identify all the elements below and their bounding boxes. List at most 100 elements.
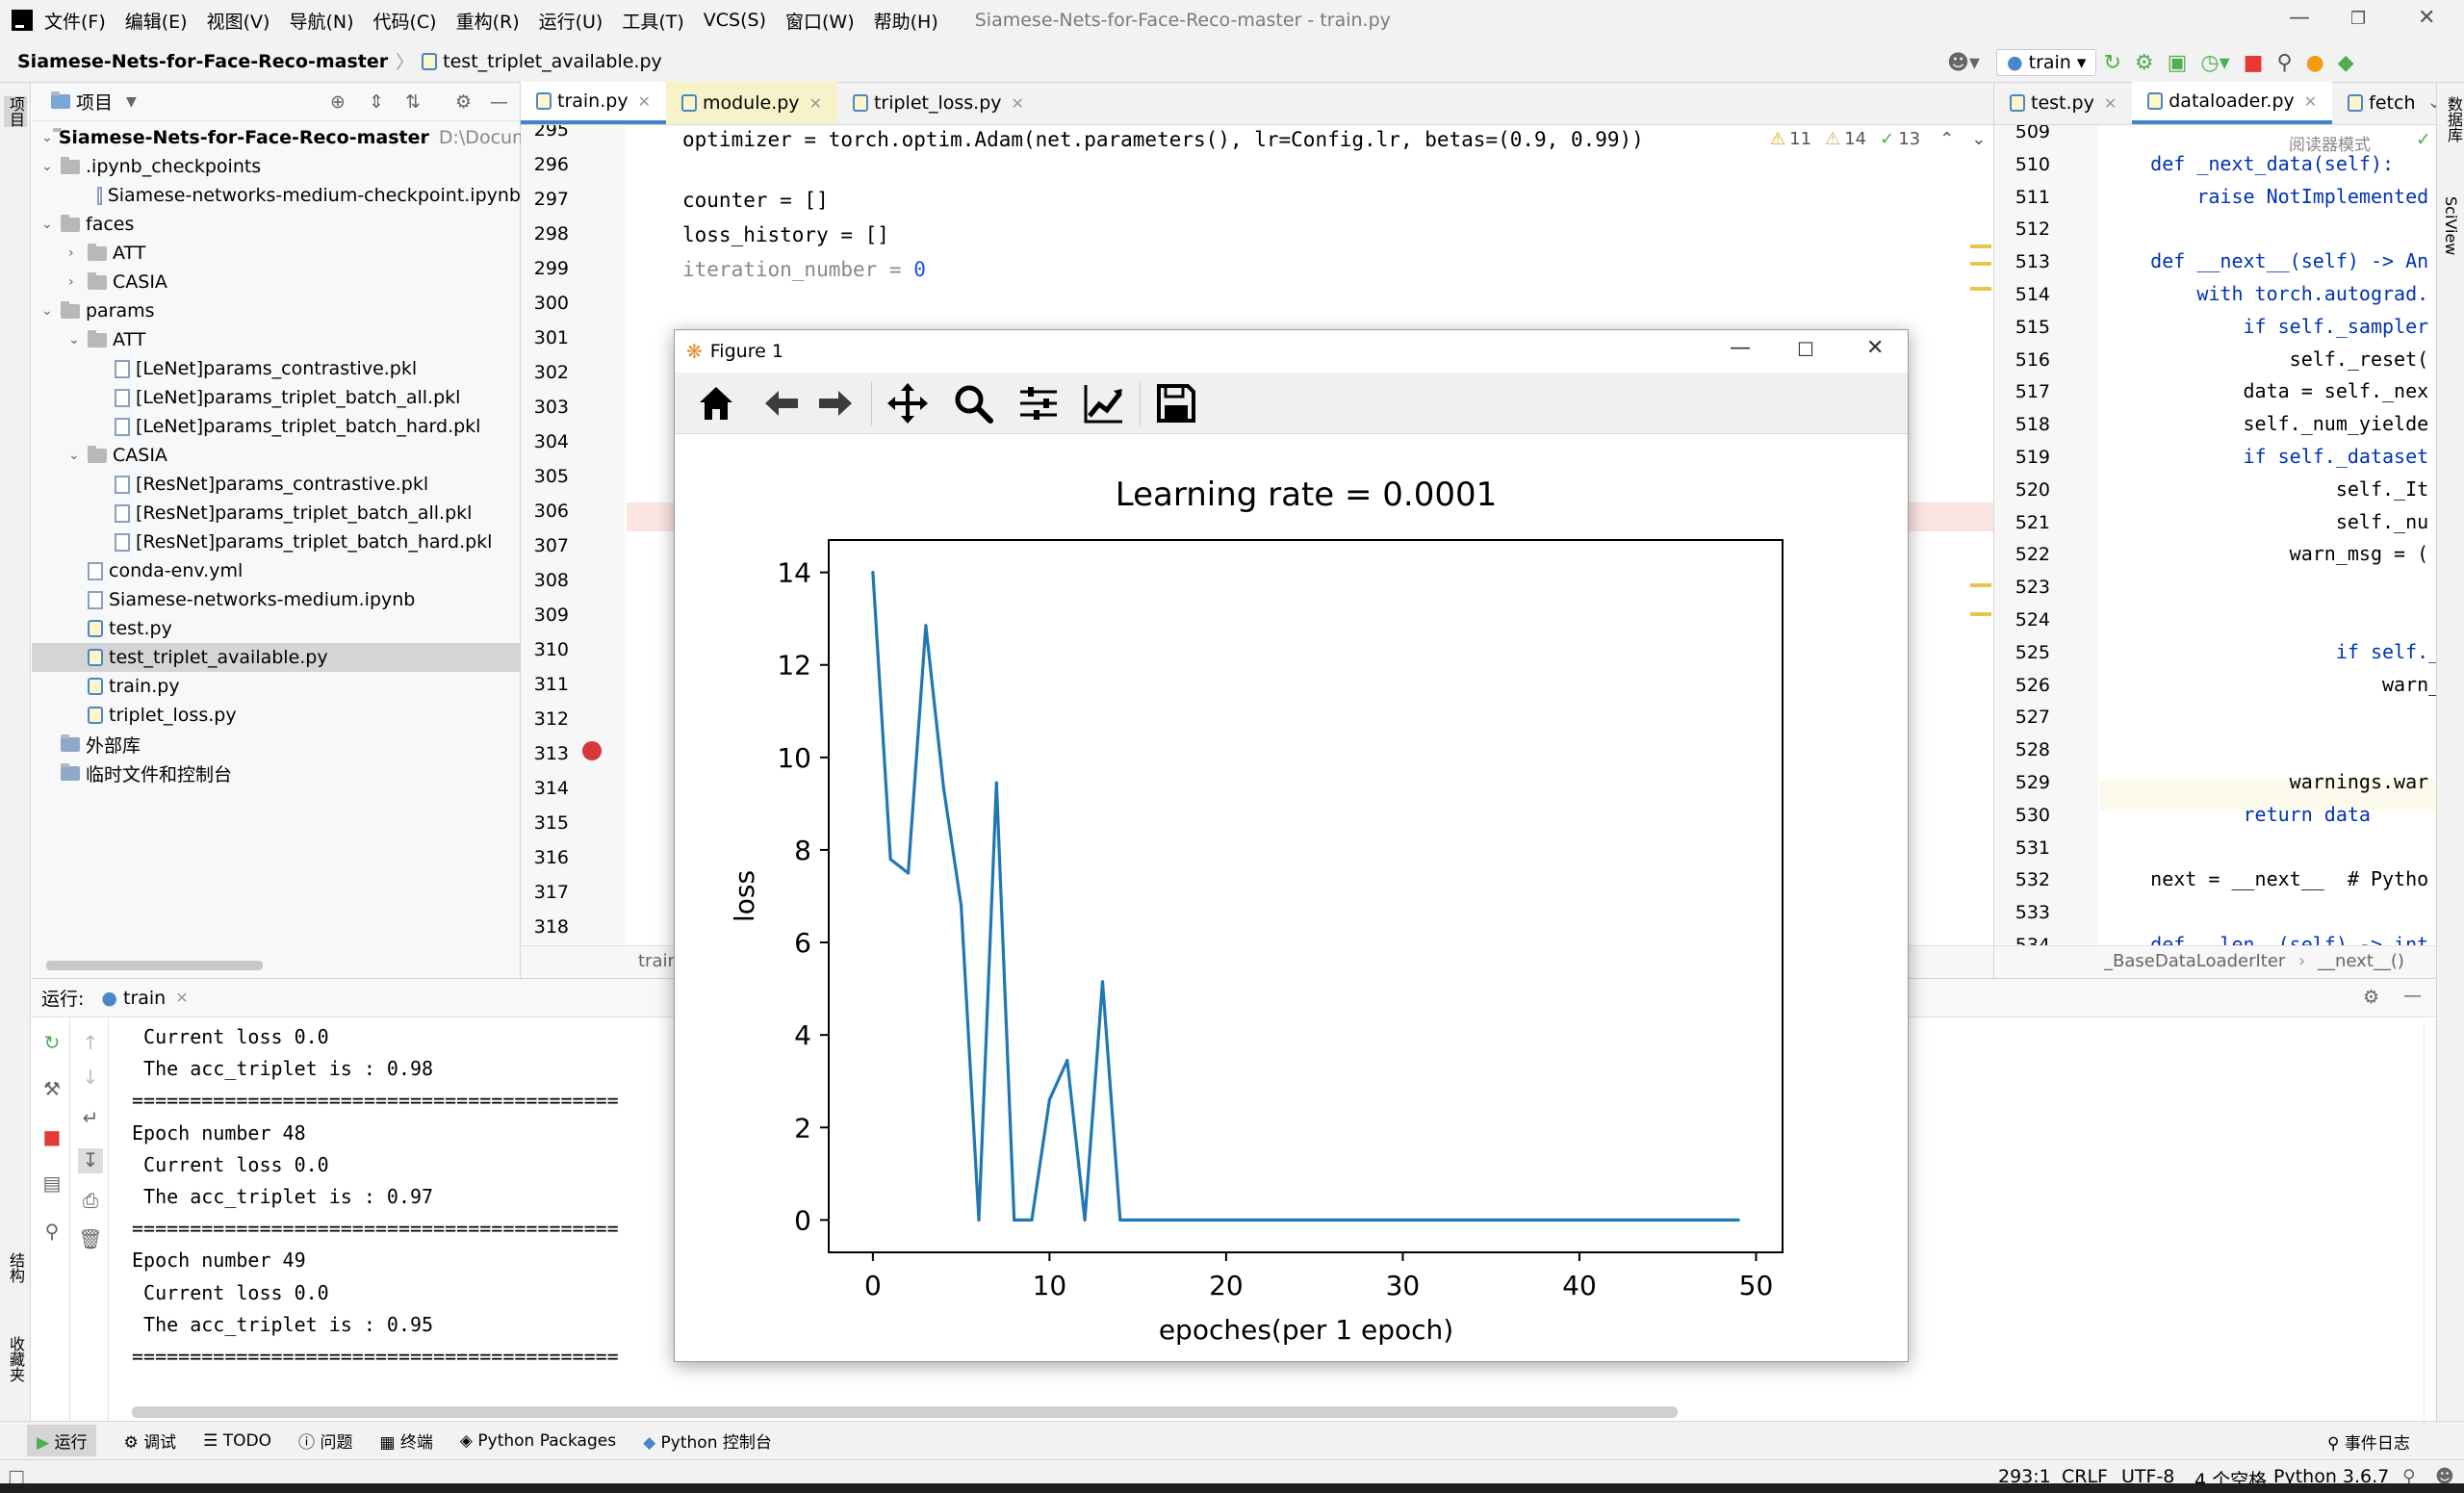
code-line[interactable]: return data	[2104, 802, 2371, 826]
tree-row[interactable]: conda-env.yml	[32, 556, 521, 585]
print-icon[interactable]: ⎙	[83, 1189, 98, 1212]
save-icon[interactable]	[1154, 381, 1198, 425]
minimize-icon[interactable]: —	[2289, 6, 2310, 30]
stop-icon[interactable]: ■	[2243, 50, 2264, 75]
rerun-icon[interactable]: ↻	[2103, 50, 2121, 75]
configure-icon[interactable]	[1016, 381, 1061, 425]
editor-breadcrumb[interactable]: train	[638, 951, 679, 971]
tab-dataloader-py[interactable]: dataloader.py ✕	[2132, 82, 2333, 124]
tree-row[interactable]: train.py	[32, 672, 521, 701]
database-tool-tab[interactable]: 数据库	[2445, 96, 2463, 142]
close-icon[interactable]: ✕	[1866, 336, 1885, 360]
tree-row[interactable]: [LeNet]params_triplet_batch_hard.pkl	[32, 412, 521, 441]
tree-row[interactable]: ⌄ Siamese-Nets-for-Face-Reco-master D:\Doc…	[32, 123, 582, 152]
lock-icon[interactable]: ⚲	[2402, 1466, 2416, 1487]
expand-all-icon[interactable]: ⇕	[369, 90, 384, 113]
gear-icon[interactable]: ⚙	[2363, 987, 2380, 1008]
tool-problems[interactable]: ⓘ 问题	[298, 1429, 352, 1453]
back-icon[interactable]	[759, 381, 804, 425]
tab-module-py[interactable]: module.py ✕	[665, 82, 837, 124]
tree-row[interactable]: test.py	[32, 614, 521, 643]
menu-tools[interactable]: 工具(T)	[622, 11, 684, 33]
stop-icon[interactable]: ■	[42, 1125, 62, 1148]
breakpoint-icon[interactable]	[582, 741, 602, 760]
error-stripe-mark[interactable]	[1970, 262, 1991, 266]
close-tab-icon[interactable]: ✕	[637, 91, 651, 111]
inspection-widget[interactable]: ⚠ 11 ⚠ 14 ✓ 13 ⌃ ⌄	[1770, 129, 1986, 149]
tab-triplet-loss-py[interactable]: triplet_loss.py ✕	[837, 82, 1040, 124]
code-line[interactable]: data = self._nex	[2104, 379, 2429, 403]
code-line[interactable]: warn_msg = (	[2104, 542, 2429, 566]
tool-python-console[interactable]: ◆ Python 控制台	[643, 1429, 772, 1453]
code-line-298[interactable]: loss_history = []	[682, 223, 889, 246]
code-line[interactable]: self._num_yielde	[2104, 412, 2429, 436]
wrench-icon[interactable]: ⚒	[43, 1077, 61, 1100]
breadcrumb-class[interactable]: _BaseDataLoaderIter	[2104, 951, 2286, 971]
sciview-tool-tab[interactable]: SciView	[2442, 196, 2460, 256]
tree-row[interactable]: ⌄ faces	[32, 210, 521, 239]
tree-row[interactable]: test_triplet_available.py	[32, 643, 521, 672]
tree-row[interactable]: › ATT	[32, 239, 521, 268]
tree-row[interactable]: ⌄ ATT	[32, 325, 521, 354]
run-tab-train[interactable]: train	[123, 987, 167, 1009]
debug-icon[interactable]: ⚙	[2134, 50, 2154, 75]
maximize-icon[interactable]: ☐	[1797, 338, 1814, 361]
caret-position[interactable]: 293:1	[1998, 1466, 2051, 1487]
toggle-tool-windows-icon[interactable]: □	[8, 1466, 25, 1487]
code-line[interactable]: self._It	[2104, 476, 2429, 501]
breadcrumb-method[interactable]: __next__()	[2318, 951, 2404, 971]
tree-row[interactable]: Siamese-networks-medium.ipynb	[32, 585, 521, 614]
scroll-to-end-icon[interactable]: ↧	[78, 1148, 103, 1173]
code-line[interactable]: raise NotImplemented	[2104, 184, 2429, 208]
event-log[interactable]: ⚲ 事件日志	[2327, 1429, 2410, 1454]
chevron-down-icon[interactable]: ⌄	[41, 303, 53, 319]
tree-row[interactable]: [ResNet]params_triplet_batch_hard.pkl	[32, 528, 521, 556]
chevron-down-icon[interactable]: ⌄	[68, 332, 80, 348]
menu-window[interactable]: 窗口(W)	[785, 11, 855, 33]
tool-run[interactable]: ▶ 运行	[27, 1425, 97, 1456]
run-config-selector[interactable]: ● train ▾	[1995, 49, 2097, 76]
menu-view[interactable]: 视图(V)	[206, 11, 270, 33]
hide-panel-icon[interactable]: —	[2403, 985, 2422, 1006]
console-horizontal-scrollbar[interactable]	[132, 1406, 1678, 1418]
code-line[interactable]: self._reset(	[2104, 347, 2429, 371]
menu-navigate[interactable]: 导航(N)	[289, 11, 354, 33]
chevron-down-icon[interactable]: ⌄	[41, 159, 53, 174]
horizontal-scrollbar[interactable]	[46, 961, 263, 970]
project-panel-title[interactable]: 项目	[76, 92, 114, 114]
console-vertical-scrollbar[interactable]	[2424, 1021, 2435, 1422]
forward-icon[interactable]	[813, 381, 858, 425]
arrow-up-icon[interactable]: ↑	[82, 1031, 99, 1054]
zoom-icon[interactable]	[951, 381, 995, 425]
tree-row[interactable]: [LeNet]params_triplet_batch_all.pkl	[32, 383, 521, 412]
user-icon[interactable]: ☻▾	[1947, 50, 1980, 75]
structure-tool-tab[interactable]: 结构	[7, 1252, 25, 1283]
breadcrumb-project[interactable]: Siamese-Nets-for-Face-Reco-master	[17, 50, 389, 72]
tab-train-py[interactable]: train.py ✕	[521, 82, 666, 124]
collapse-all-icon[interactable]: ⇅	[405, 90, 421, 113]
code-line-295[interactable]: optimizer = torch.optim.Adam(net.paramet…	[682, 128, 1644, 151]
close-tab-icon[interactable]: ✕	[808, 93, 822, 113]
menu-edit[interactable]: 编辑(E)	[124, 11, 188, 33]
gear-icon[interactable]: ⚙	[455, 90, 473, 113]
tool-todo[interactable]: ☰ TODO	[203, 1431, 271, 1451]
error-stripe-mark[interactable]	[1970, 245, 1991, 248]
tree-row[interactable]: Siamese-networks-medium-checkpoint.ipynb	[32, 181, 521, 210]
project-tool-tab[interactable]: 项目	[4, 96, 27, 127]
chevron-up-icon[interactable]: ⌃	[1939, 129, 1955, 149]
tree-row[interactable]: [ResNet]params_contrastive.pkl	[32, 470, 521, 499]
favorites-tool-tab[interactable]: 收藏夹	[7, 1336, 25, 1382]
line-separator[interactable]: CRLF	[2062, 1466, 2108, 1487]
chevron-down-icon[interactable]: ⌄	[1971, 129, 1987, 149]
code-line[interactable]: with torch.autograd.	[2104, 282, 2429, 305]
menu-help[interactable]: 帮助(H)	[873, 11, 938, 33]
minimize-icon[interactable]: —	[1730, 336, 1751, 360]
code-line[interactable]: def __len__(self) -> int	[2104, 933, 2429, 945]
close-tab-icon[interactable]: ✕	[1011, 93, 1024, 113]
tree-row[interactable]: › CASIA	[32, 268, 521, 296]
close-tab-icon[interactable]: ✕	[2103, 93, 2118, 113]
code-line-299[interactable]: iteration_number = 0	[682, 252, 926, 287]
close-icon[interactable]: ✕	[2418, 6, 2436, 30]
trash-icon[interactable]: 🗑	[78, 1227, 103, 1250]
pin-icon[interactable]: ⚲	[44, 1220, 60, 1243]
